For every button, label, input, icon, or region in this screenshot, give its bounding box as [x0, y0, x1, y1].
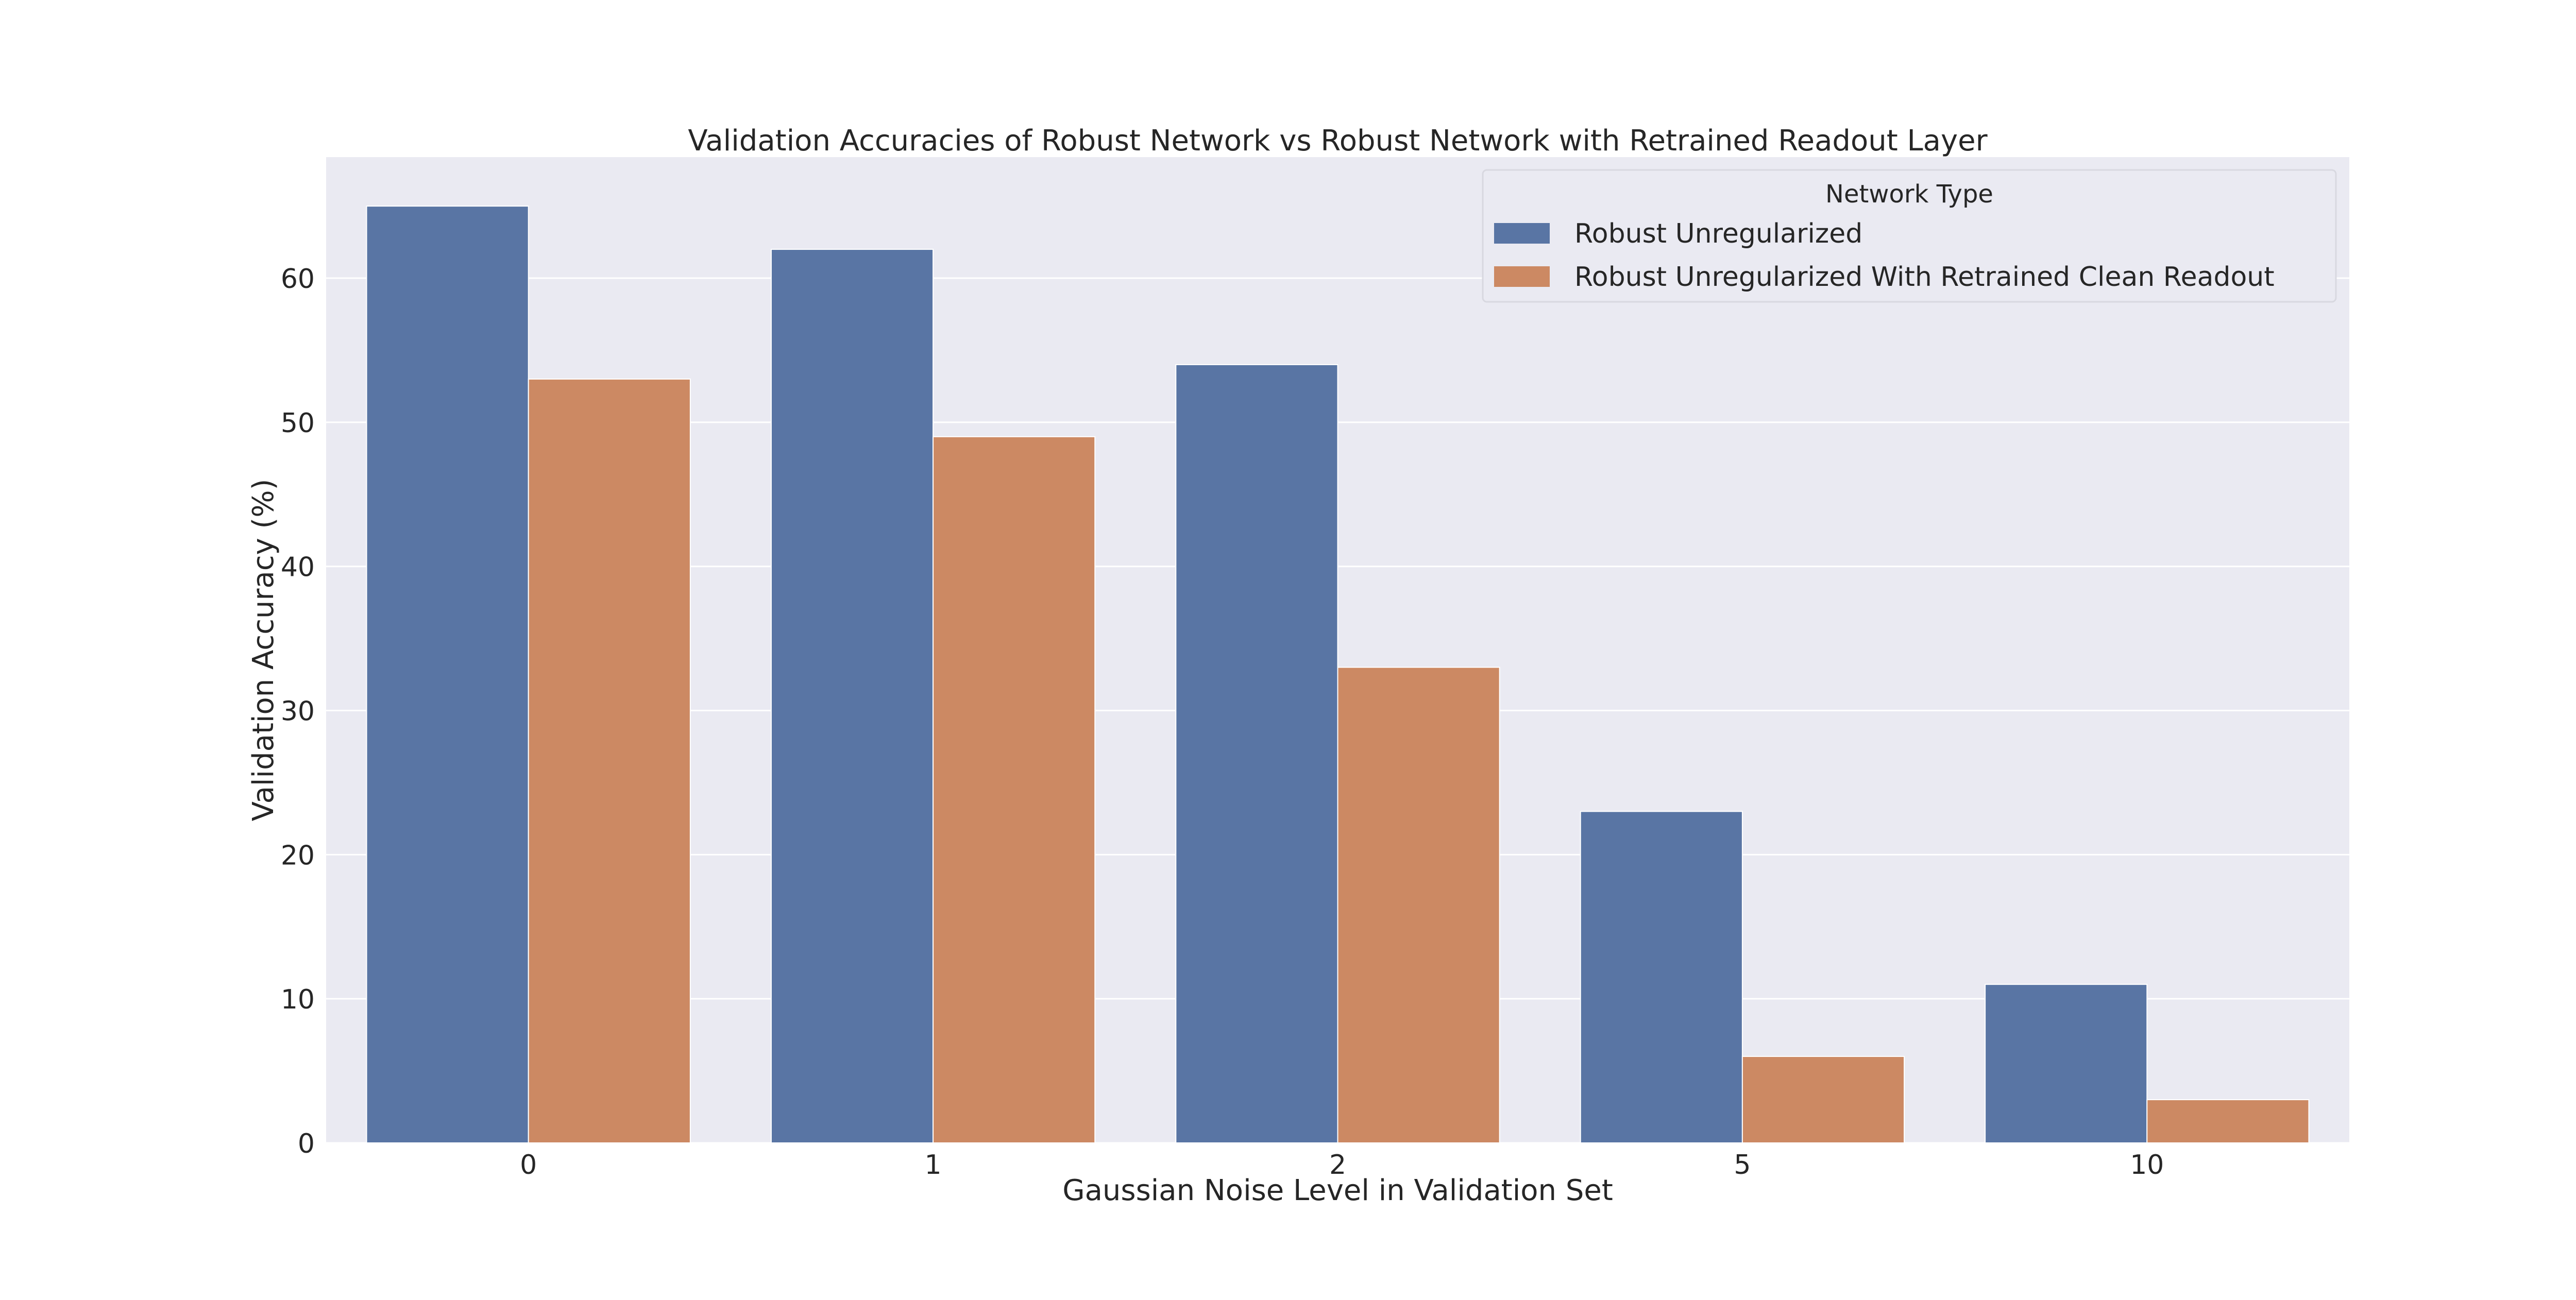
- bar-retrained-clean-readout: [1741, 1056, 1905, 1143]
- x-axis-label: Gaussian Noise Level in Validation Set: [1062, 1174, 1613, 1207]
- x-tick-label: 10: [2130, 1150, 2164, 1181]
- bar-robust-unregularized: [1580, 811, 1743, 1144]
- x-tick-label: 5: [1734, 1150, 1751, 1181]
- legend-items: Robust Unregularized Robust Unregularized…: [1494, 218, 2275, 293]
- bar-robust-unregularized: [770, 249, 934, 1143]
- y-tick-label: 0: [298, 1128, 315, 1159]
- bar-retrained-clean-readout: [528, 378, 691, 1143]
- chart-title: Validation Accuracies of Robust Network …: [688, 124, 1988, 158]
- legend-swatch: [1494, 223, 1550, 244]
- y-tick-label: 40: [281, 552, 315, 583]
- x-axis-ticks: 0 1 2 5 10: [520, 1150, 2164, 1181]
- legend-label: Robust Unregularized With Retrained Clea…: [1574, 262, 2275, 293]
- bar-robust-unregularized: [1985, 984, 2148, 1143]
- bar-retrained-clean-readout: [933, 436, 1096, 1143]
- legend-title: Network Type: [1825, 180, 1993, 209]
- bars: [366, 206, 2310, 1144]
- legend-swatch: [1494, 266, 1550, 287]
- y-axis-label: Validation Accuracy (%): [247, 479, 280, 822]
- legend-box: [1482, 169, 2337, 303]
- y-axis-ticks: 0 10 20 30 40 50 60: [281, 264, 315, 1159]
- bar-robust-unregularized: [366, 206, 529, 1143]
- y-tick-label: 60: [281, 264, 315, 295]
- x-tick-label: 1: [925, 1150, 942, 1181]
- bar-retrained-clean-readout: [1337, 666, 1500, 1144]
- y-tick-label: 20: [281, 840, 315, 871]
- y-tick-label: 10: [281, 984, 315, 1015]
- bar-robust-unregularized: [1175, 364, 1338, 1143]
- y-tick-label: 30: [281, 696, 315, 727]
- bar-retrained-clean-readout: [2146, 1099, 2310, 1144]
- x-tick-label: 0: [520, 1150, 537, 1181]
- x-tick-label: 2: [1329, 1150, 1346, 1181]
- legend-label: Robust Unregularized: [1574, 218, 1862, 249]
- legend: Network Type Robust UnregularizedRobust …: [1482, 169, 2337, 303]
- y-tick-label: 50: [281, 408, 315, 439]
